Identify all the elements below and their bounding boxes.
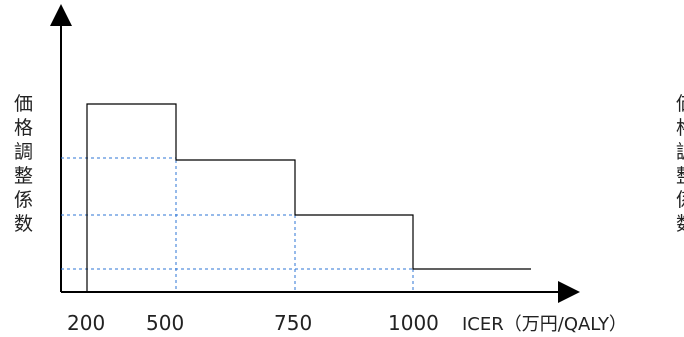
y-axis-arrowhead: [50, 4, 72, 26]
x-axis-label: ICER（万円/QALY）: [462, 314, 627, 333]
x-tick-500: 500: [146, 311, 184, 333]
right-partial-label-text: 価格調整係数: [676, 93, 684, 235]
y-axis-label: 価格調整係数: [14, 93, 33, 235]
horizontal-guide-lines: [61, 157, 413, 270]
y-axis-label-text: 価格調整係数: [14, 93, 33, 235]
vertical-guide-lines: [86, 104, 414, 292]
x-tick-750: 750: [274, 311, 312, 333]
step-function-line: [86, 103, 531, 292]
x-axis-arrowhead: [558, 281, 580, 303]
right-partial-label: 価格調整係数: [676, 93, 684, 235]
x-tick-1000: 1000: [388, 311, 439, 333]
x-tick-200: 200: [67, 311, 105, 333]
